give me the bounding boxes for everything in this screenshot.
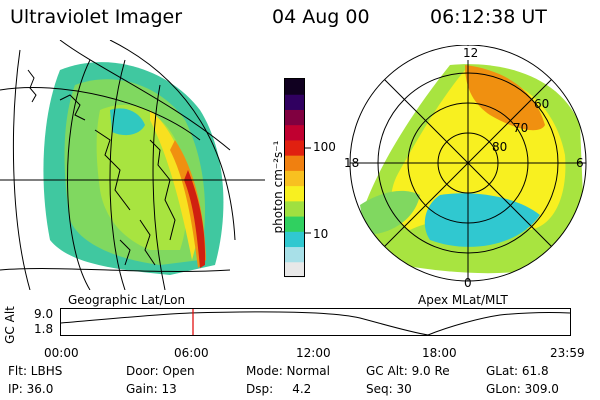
colorbar-band — [285, 94, 305, 110]
instrument-title: Ultraviolet Imager — [10, 6, 183, 28]
mlt-label-12: 12 — [463, 46, 479, 60]
colorbar-band — [285, 109, 305, 126]
colorbar-band — [285, 155, 305, 171]
color-scale-bar — [284, 78, 311, 278]
colorbar-band — [285, 261, 305, 278]
time-tick-0600: 06:00 — [174, 346, 209, 360]
alt-y-min: 1.8 — [34, 322, 54, 336]
colorbar-tick-10: 10 — [313, 227, 329, 241]
filter-info: Flt: LBHS — [8, 364, 63, 378]
time-label: 06:12:38 UT — [430, 6, 547, 28]
mode-info: Mode: Normal — [246, 364, 330, 378]
door-info: Door: Open — [126, 364, 195, 378]
time-tick-0000: 00:00 — [44, 346, 79, 360]
alt-y-max: 9.0 — [34, 307, 54, 321]
time-tick-1800: 18:00 — [422, 346, 457, 360]
mlt-label-6: 6 — [576, 156, 584, 170]
mlat-label-70: 70 — [513, 121, 529, 135]
colorbar-unit-label: photon cm⁻²s⁻¹ — [271, 140, 285, 234]
colorbar-band — [285, 124, 305, 141]
polar-plot — [349, 45, 587, 282]
gc-alt-info: GC Alt: 9.0 Re — [366, 364, 450, 378]
geographic-map — [0, 40, 265, 290]
gain-info: Gain: 13 — [126, 382, 177, 396]
glon-info: GLon: 309.0 — [486, 382, 559, 396]
geographic-caption: Geographic Lat/Lon — [68, 293, 186, 307]
date-label: 04 Aug 00 — [272, 6, 370, 28]
time-tick-1200: 12:00 — [296, 346, 331, 360]
ip-info: IP: 36.0 — [8, 382, 54, 396]
alt-axis-label: GC Alt — [2, 306, 17, 344]
colorbar-tick-100: 100 — [313, 140, 336, 154]
colorbar-band — [285, 139, 305, 156]
colorbar-band — [285, 231, 305, 248]
colorbar-band — [285, 170, 305, 187]
colorbar-band — [285, 185, 305, 202]
glat-info: GLat: 61.8 — [486, 364, 549, 378]
mlt-label-18: 18 — [344, 156, 360, 170]
mlt-label-0: 0 — [464, 276, 472, 290]
apex-caption: Apex MLat/MLT — [418, 293, 508, 307]
mlat-label-60: 60 — [534, 97, 550, 111]
colorbar-band — [285, 200, 305, 217]
colorbar-band — [285, 216, 305, 232]
mlat-label-80: 80 — [492, 140, 508, 154]
time-tick-2359: 23:59 — [550, 346, 585, 360]
altitude-plot — [60, 308, 571, 336]
colorbar-band — [285, 79, 305, 95]
dsp-info: Dsp: 4.2 — [246, 382, 312, 396]
colorbar-band — [285, 246, 305, 263]
seq-info: Seq: 30 — [366, 382, 412, 396]
